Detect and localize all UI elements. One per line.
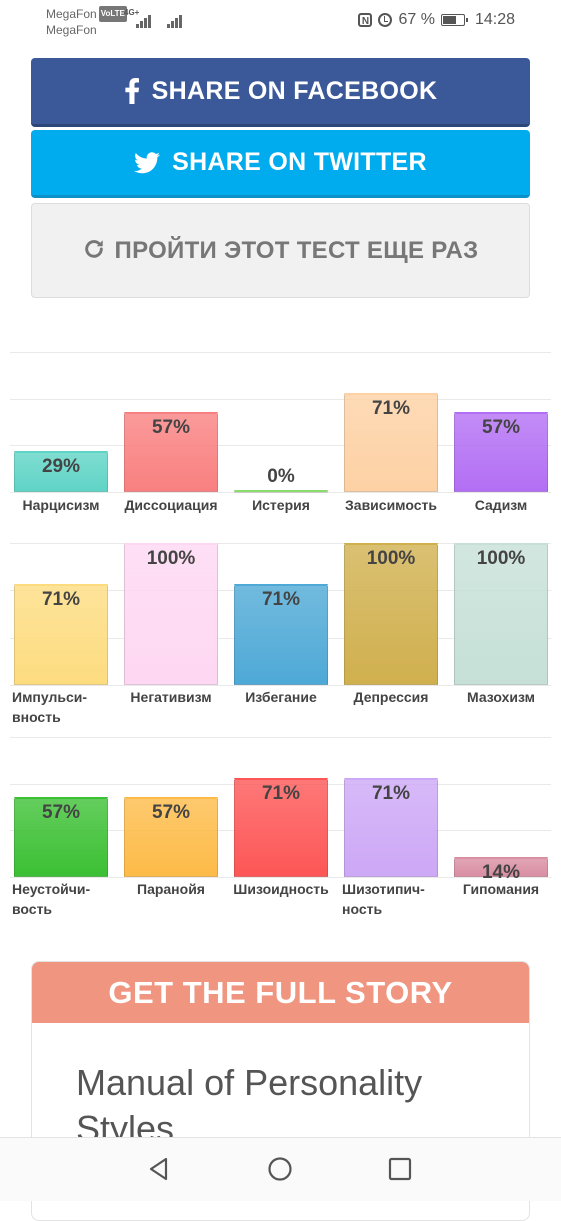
back-triangle-icon[interactable] <box>146 1156 172 1182</box>
category-label: Нарцисизм <box>22 497 100 513</box>
category-label: Мазохизм <box>467 689 535 705</box>
bar-3-5 <box>454 857 548 877</box>
status-right: N 67 % 14:28 <box>358 11 515 29</box>
full-story-header: GET THE FULL STORY <box>32 962 529 1023</box>
book-title[interactable]: Manual of Personality Styles <box>76 1062 423 1149</box>
volte-badge: VoLTE <box>98 6 127 22</box>
bar-3-3 <box>234 777 328 877</box>
grid-line <box>10 352 551 353</box>
twitter-icon <box>134 151 161 173</box>
carrier-name-1: MegaFon <box>46 7 97 21</box>
retake-test-button[interactable]: ПРОЙТИ ЭТОТ ТЕСТ ЕЩЕ РАЗ <box>31 203 530 298</box>
refresh-icon <box>84 239 103 258</box>
bar-value-label: 71% <box>261 782 301 804</box>
battery-icon <box>440 14 468 26</box>
grid-line <box>10 737 551 738</box>
bar-value-label: 57% <box>481 417 521 439</box>
bar-value-label: 71% <box>41 589 81 611</box>
retake-label: ПРОЙТИ ЭТОТ ТЕСТ ЕЩЕ РАЗ <box>83 237 479 265</box>
bar-1-5 <box>454 412 548 492</box>
bar-2-1 <box>14 584 108 685</box>
bar-3-4 <box>344 777 438 877</box>
chart-row-3: 57% Неустойчи-вость 57% Паранойя 71% Шизоидно… <box>10 737 551 922</box>
bar-3-2 <box>124 797 218 877</box>
bar-2-3 <box>234 584 328 685</box>
bar-value-label: 57% <box>41 802 81 824</box>
category-label: Гипомания <box>462 881 540 897</box>
bar-3-1 <box>14 797 108 877</box>
carrier-name-2: MegaFon <box>46 23 97 37</box>
category-label: Шизотипич-ность <box>342 881 425 917</box>
bar-value-label: 71% <box>261 589 301 611</box>
nfc-icon: N <box>358 13 373 27</box>
bar-1-1 <box>14 451 108 492</box>
home-circle-icon[interactable] <box>267 1156 293 1182</box>
bar-value-label: 71% <box>371 397 411 419</box>
navigation-bar <box>0 1137 561 1201</box>
bar-value-label: 100% <box>366 548 416 569</box>
bar-1-2 <box>124 412 218 492</box>
share-facebook-button[interactable]: SHARE ON FACEBOOK <box>31 58 530 127</box>
grid-line <box>10 543 551 544</box>
bar-value-label: 57% <box>151 417 191 439</box>
bar-2-4 <box>344 543 438 685</box>
category-label: Паранойя <box>137 881 205 897</box>
category-label: Негативизм <box>130 689 212 705</box>
grid-line <box>10 877 551 879</box>
category-label: Неустойчи-вость <box>12 881 91 917</box>
status-bar: MegaFon VoLTE MegaFon 4G+ N 67 % 14:28 <box>0 0 561 44</box>
grid-line <box>10 398 551 400</box>
alarm-icon <box>378 13 393 27</box>
chart-row-1: 29% Нарцисизм 57% Диссоциация 0% Истерия 71% За… <box>10 352 551 522</box>
clock: 14:28 <box>474 11 515 28</box>
grid-line <box>10 684 551 686</box>
category-label: Импульси-вность <box>12 689 88 725</box>
bar-1-3 <box>234 490 328 493</box>
category-label: Диссоциация <box>124 497 218 513</box>
bar-value-label: 57% <box>151 802 191 824</box>
category-label: Избегание <box>245 689 317 705</box>
facebook-icon <box>125 78 139 104</box>
bar-value-label: 0% <box>267 466 295 487</box>
bar-1-4 <box>344 392 438 492</box>
bar-value-label: 71% <box>371 782 411 804</box>
share-facebook-label: SHARE ON FACEBOOK <box>151 76 438 105</box>
share-twitter-button[interactable]: SHARE ON TWITTER <box>31 130 530 198</box>
category-label: Зависимость <box>345 497 437 513</box>
bar-value-label: 100% <box>146 548 196 569</box>
category-label: Садизм <box>474 497 528 513</box>
network-type: 4G+ <box>124 8 140 17</box>
bar-2-2 <box>124 543 218 685</box>
bar-value-label: 29% <box>41 456 81 478</box>
share-twitter-label: SHARE ON TWITTER <box>172 148 427 176</box>
bar-value-label: 14% <box>481 862 521 884</box>
category-label: Истерия <box>252 497 310 513</box>
grid-line <box>10 445 551 447</box>
bar-value-label: 100% <box>476 548 526 569</box>
retake-text: ПРОЙТИ ЭТОТ ТЕСТ ЕЩЕ РАЗ <box>114 236 479 264</box>
category-label: Шизоидность <box>233 881 329 897</box>
recent-apps-square-icon[interactable] <box>387 1156 413 1182</box>
category-label: Депрессия <box>353 689 429 705</box>
bar-2-5 <box>454 543 548 685</box>
carrier-info: MegaFon VoLTE MegaFon <box>46 6 127 38</box>
battery-percent: 67 % <box>398 11 435 28</box>
chart-row-2: 71% Импульси-вность 100% Негативизм 71% Избег… <box>10 543 551 728</box>
